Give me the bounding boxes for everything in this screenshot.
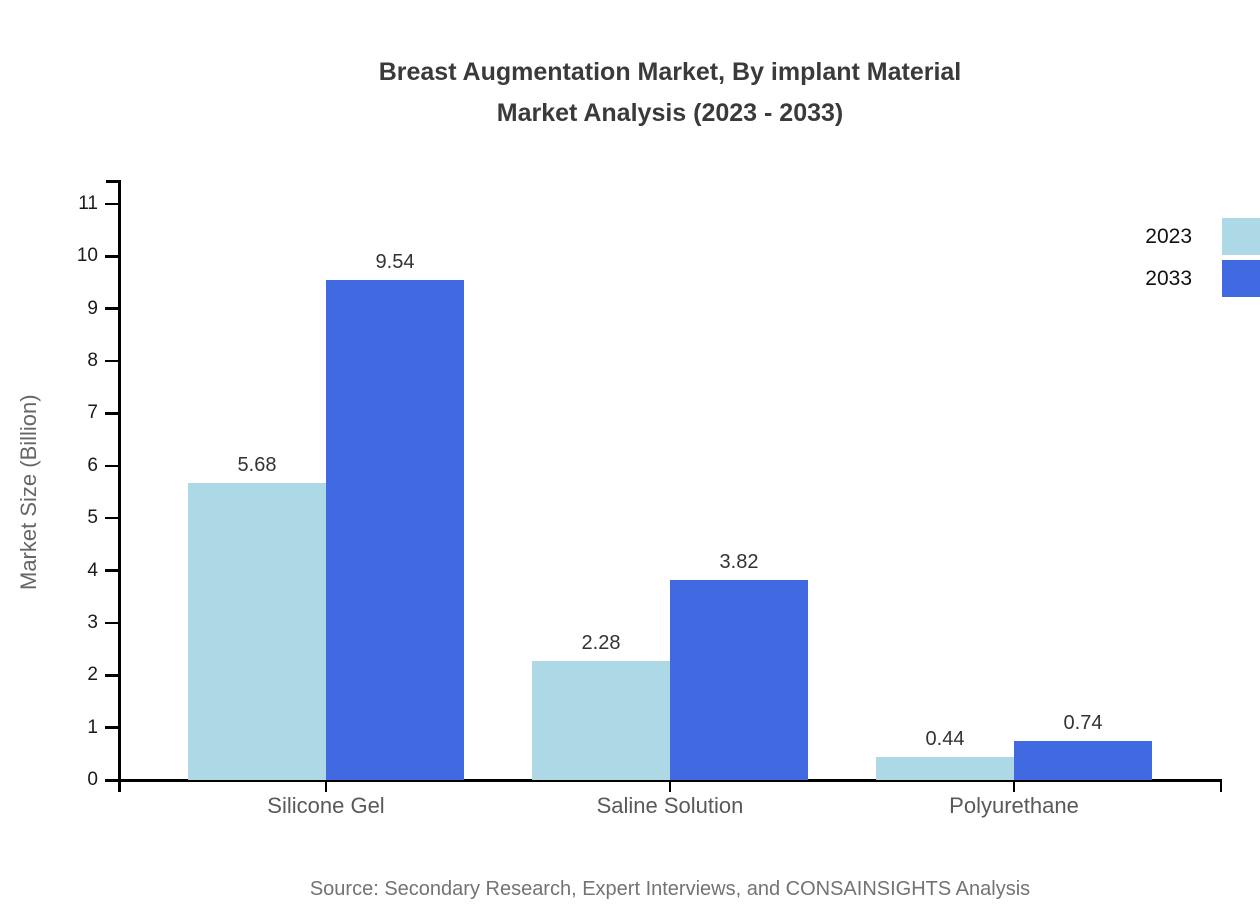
bar-2033-polyurethane (1014, 741, 1152, 780)
bar-value-label: 9.54 (375, 251, 415, 274)
x-axis-spine (105, 779, 1222, 782)
y-tick (105, 569, 118, 572)
source-note: Source: Secondary Research, Expert Inter… (309, 878, 1031, 900)
bar-2023-silicone-gel (188, 482, 326, 780)
bar-value-label: 5.68 (237, 453, 277, 476)
x-tick (1012, 780, 1016, 792)
y-tick-label: 6 (87, 454, 98, 476)
legend-item-2023: 2023 (1145, 218, 1260, 255)
legend-label: 2023 (1145, 224, 1192, 248)
y-tick (105, 412, 118, 415)
y-tick (105, 359, 118, 363)
bar-2023-saline-solution (532, 660, 670, 780)
legend-swatch (1222, 218, 1260, 255)
bar-value-label: 2.28 (581, 631, 621, 654)
y-tick (105, 674, 118, 677)
y-tick (105, 255, 118, 258)
chart-title-line2: Market Analysis (2023 - 2033) (496, 99, 844, 127)
y-tick (105, 307, 118, 310)
y-axis-label: Market Size (Billion) (16, 394, 41, 590)
y-tick (105, 778, 118, 782)
bar-value-label: 0.44 (925, 727, 965, 750)
legend-label: 2033 (1145, 266, 1192, 290)
y-tick (105, 202, 118, 206)
bar-2023-polyurethane (876, 756, 1014, 780)
y-tick (105, 464, 118, 468)
chart-title-line1: Breast Augmentation Market, By implant M… (378, 58, 962, 86)
y-tick (105, 516, 118, 520)
y-tick-label: 7 (87, 402, 98, 424)
y-tick-label: 2 (87, 664, 98, 686)
x-axis-end-tick (1219, 780, 1222, 792)
y-tick (105, 726, 118, 729)
y-tick-label: 4 (87, 559, 98, 581)
bar-value-label: 3.82 (719, 550, 759, 573)
bar-value-label: 0.74 (1063, 712, 1103, 735)
y-tick (105, 621, 118, 625)
y-tick-label: 3 (87, 611, 98, 633)
legend-swatch (1222, 260, 1260, 297)
legend: 2023 2033 (1145, 218, 1260, 297)
x-tick (668, 780, 672, 792)
y-tick-label: 11 (78, 193, 98, 214)
y-tick-label: 5 (87, 507, 98, 529)
y-axis-spine (118, 180, 121, 792)
y-tick-label: 9 (87, 297, 98, 319)
category-label: Polyurethane (949, 793, 1079, 818)
x-tick (324, 780, 328, 792)
y-tick-label: 1 (87, 716, 98, 738)
chart-title: Breast Augmentation Market, By implant M… (80, 52, 1260, 134)
category-label: Saline Solution (596, 793, 744, 818)
category-label: Silicone Gel (267, 793, 385, 818)
legend-item-2033: 2033 (1145, 260, 1260, 297)
y-axis-top-cap (106, 180, 121, 183)
y-tick-label: 10 (76, 245, 98, 267)
y-tick-label: 8 (87, 350, 98, 372)
bar-2033-silicone-gel (326, 280, 464, 780)
bar-2033-saline-solution (670, 579, 808, 780)
y-tick-label: 0 (87, 769, 98, 790)
